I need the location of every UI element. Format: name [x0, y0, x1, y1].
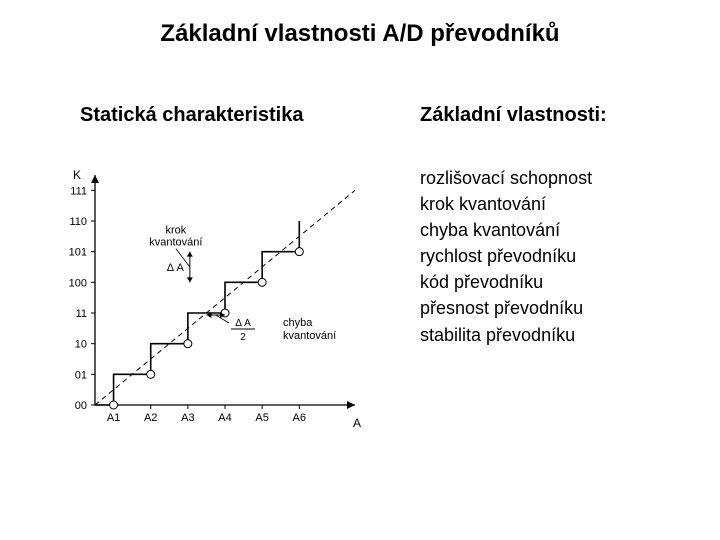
left-subtitle: Statická charakteristika: [80, 104, 303, 127]
svg-text:01: 01: [75, 369, 87, 381]
svg-text:A4: A4: [218, 412, 231, 424]
svg-text:11: 11: [76, 308, 87, 320]
list-item: přesnost převodníku: [420, 295, 592, 321]
properties-list: rozlišovací schopnost krok kvantování ch…: [420, 165, 592, 348]
svg-text:K: K: [73, 168, 81, 182]
svg-text:00: 00: [75, 400, 87, 412]
svg-text:kvantování: kvantování: [283, 330, 336, 342]
svg-text:A2: A2: [144, 412, 157, 424]
svg-text:A3: A3: [181, 412, 194, 424]
svg-text:A6: A6: [293, 412, 306, 424]
svg-text:10: 10: [75, 339, 87, 351]
svg-text:101: 101: [69, 247, 87, 259]
list-item: krok kvantování: [420, 191, 592, 217]
list-item: stabilita převodníku: [420, 322, 592, 348]
svg-text:110: 110: [69, 216, 87, 228]
svg-text:2: 2: [240, 332, 246, 343]
svg-text:A5: A5: [255, 412, 268, 424]
svg-text:Δ A: Δ A: [167, 262, 185, 274]
svg-text:Δ A: Δ A: [235, 318, 251, 329]
svg-text:kvantování: kvantování: [149, 237, 202, 249]
svg-text:111: 111: [70, 185, 87, 197]
list-item: rozlišovací schopnost: [420, 165, 592, 191]
list-item: kód převodníku: [420, 269, 592, 295]
chart-svg: K A 00 01 10 11 100 101 110 111 A1 A2 A3 A4 A5 A6 Δ A kro…: [40, 155, 380, 435]
svg-text:A: A: [353, 416, 361, 430]
svg-text:chyba: chyba: [283, 317, 313, 329]
static-characteristic-chart: K A 00 01 10 11 100 101 110 111 A1 A2 A3 A4 A5 A6 Δ A kro…: [40, 155, 380, 435]
svg-text:krok: krok: [165, 225, 186, 237]
right-subtitle: Základní vlastnosti:: [420, 104, 607, 127]
svg-text:100: 100: [69, 277, 87, 289]
svg-text:A1: A1: [107, 412, 120, 424]
list-item: chyba kvantování: [420, 217, 592, 243]
page-title: Základní vlastnosti A/D převodníků: [0, 20, 720, 48]
list-item: rychlost převodníku: [420, 243, 592, 269]
